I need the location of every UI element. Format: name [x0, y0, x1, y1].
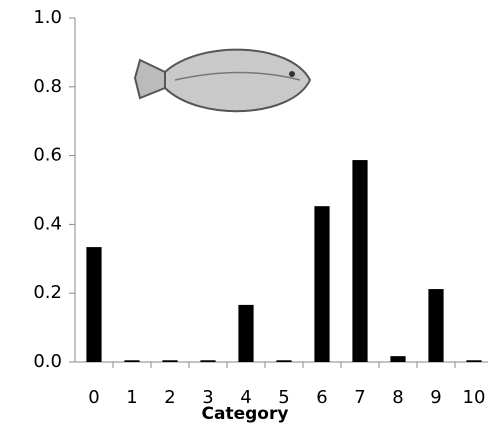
- bar: [466, 360, 482, 362]
- y-tick-label: 0.8: [33, 76, 62, 97]
- x-tick-label: 2: [164, 387, 175, 408]
- x-tick-label: 4: [240, 387, 251, 408]
- x-tick-label: 8: [392, 387, 403, 408]
- bar: [162, 360, 178, 362]
- x-tick-label: 3: [202, 387, 213, 408]
- bar: [276, 360, 292, 362]
- x-tick-label: 10: [463, 387, 486, 408]
- x-tick-label: 1: [126, 387, 137, 408]
- y-tick-label: 0.0: [33, 351, 62, 372]
- y-tick-label: 1.0: [33, 7, 62, 28]
- y-tick-label: 0.4: [33, 213, 62, 234]
- x-tick-label: 0: [88, 387, 99, 408]
- y-tick-label: 0.6: [33, 145, 62, 166]
- bar: [428, 289, 444, 362]
- bar: [352, 160, 368, 362]
- bar: [314, 206, 330, 362]
- bar: [390, 356, 406, 362]
- bar: [124, 360, 140, 362]
- bar: [86, 247, 102, 362]
- x-tick-label: 7: [354, 387, 365, 408]
- fish-illustration: [133, 48, 312, 113]
- bar: [238, 304, 254, 362]
- y-tick-label: 0.2: [33, 282, 62, 303]
- bar: [200, 360, 216, 362]
- x-tick-label: 9: [430, 387, 441, 408]
- x-axis-title: Category: [202, 404, 289, 424]
- x-tick-label: 6: [316, 387, 327, 408]
- x-tick-label: 5: [278, 387, 289, 408]
